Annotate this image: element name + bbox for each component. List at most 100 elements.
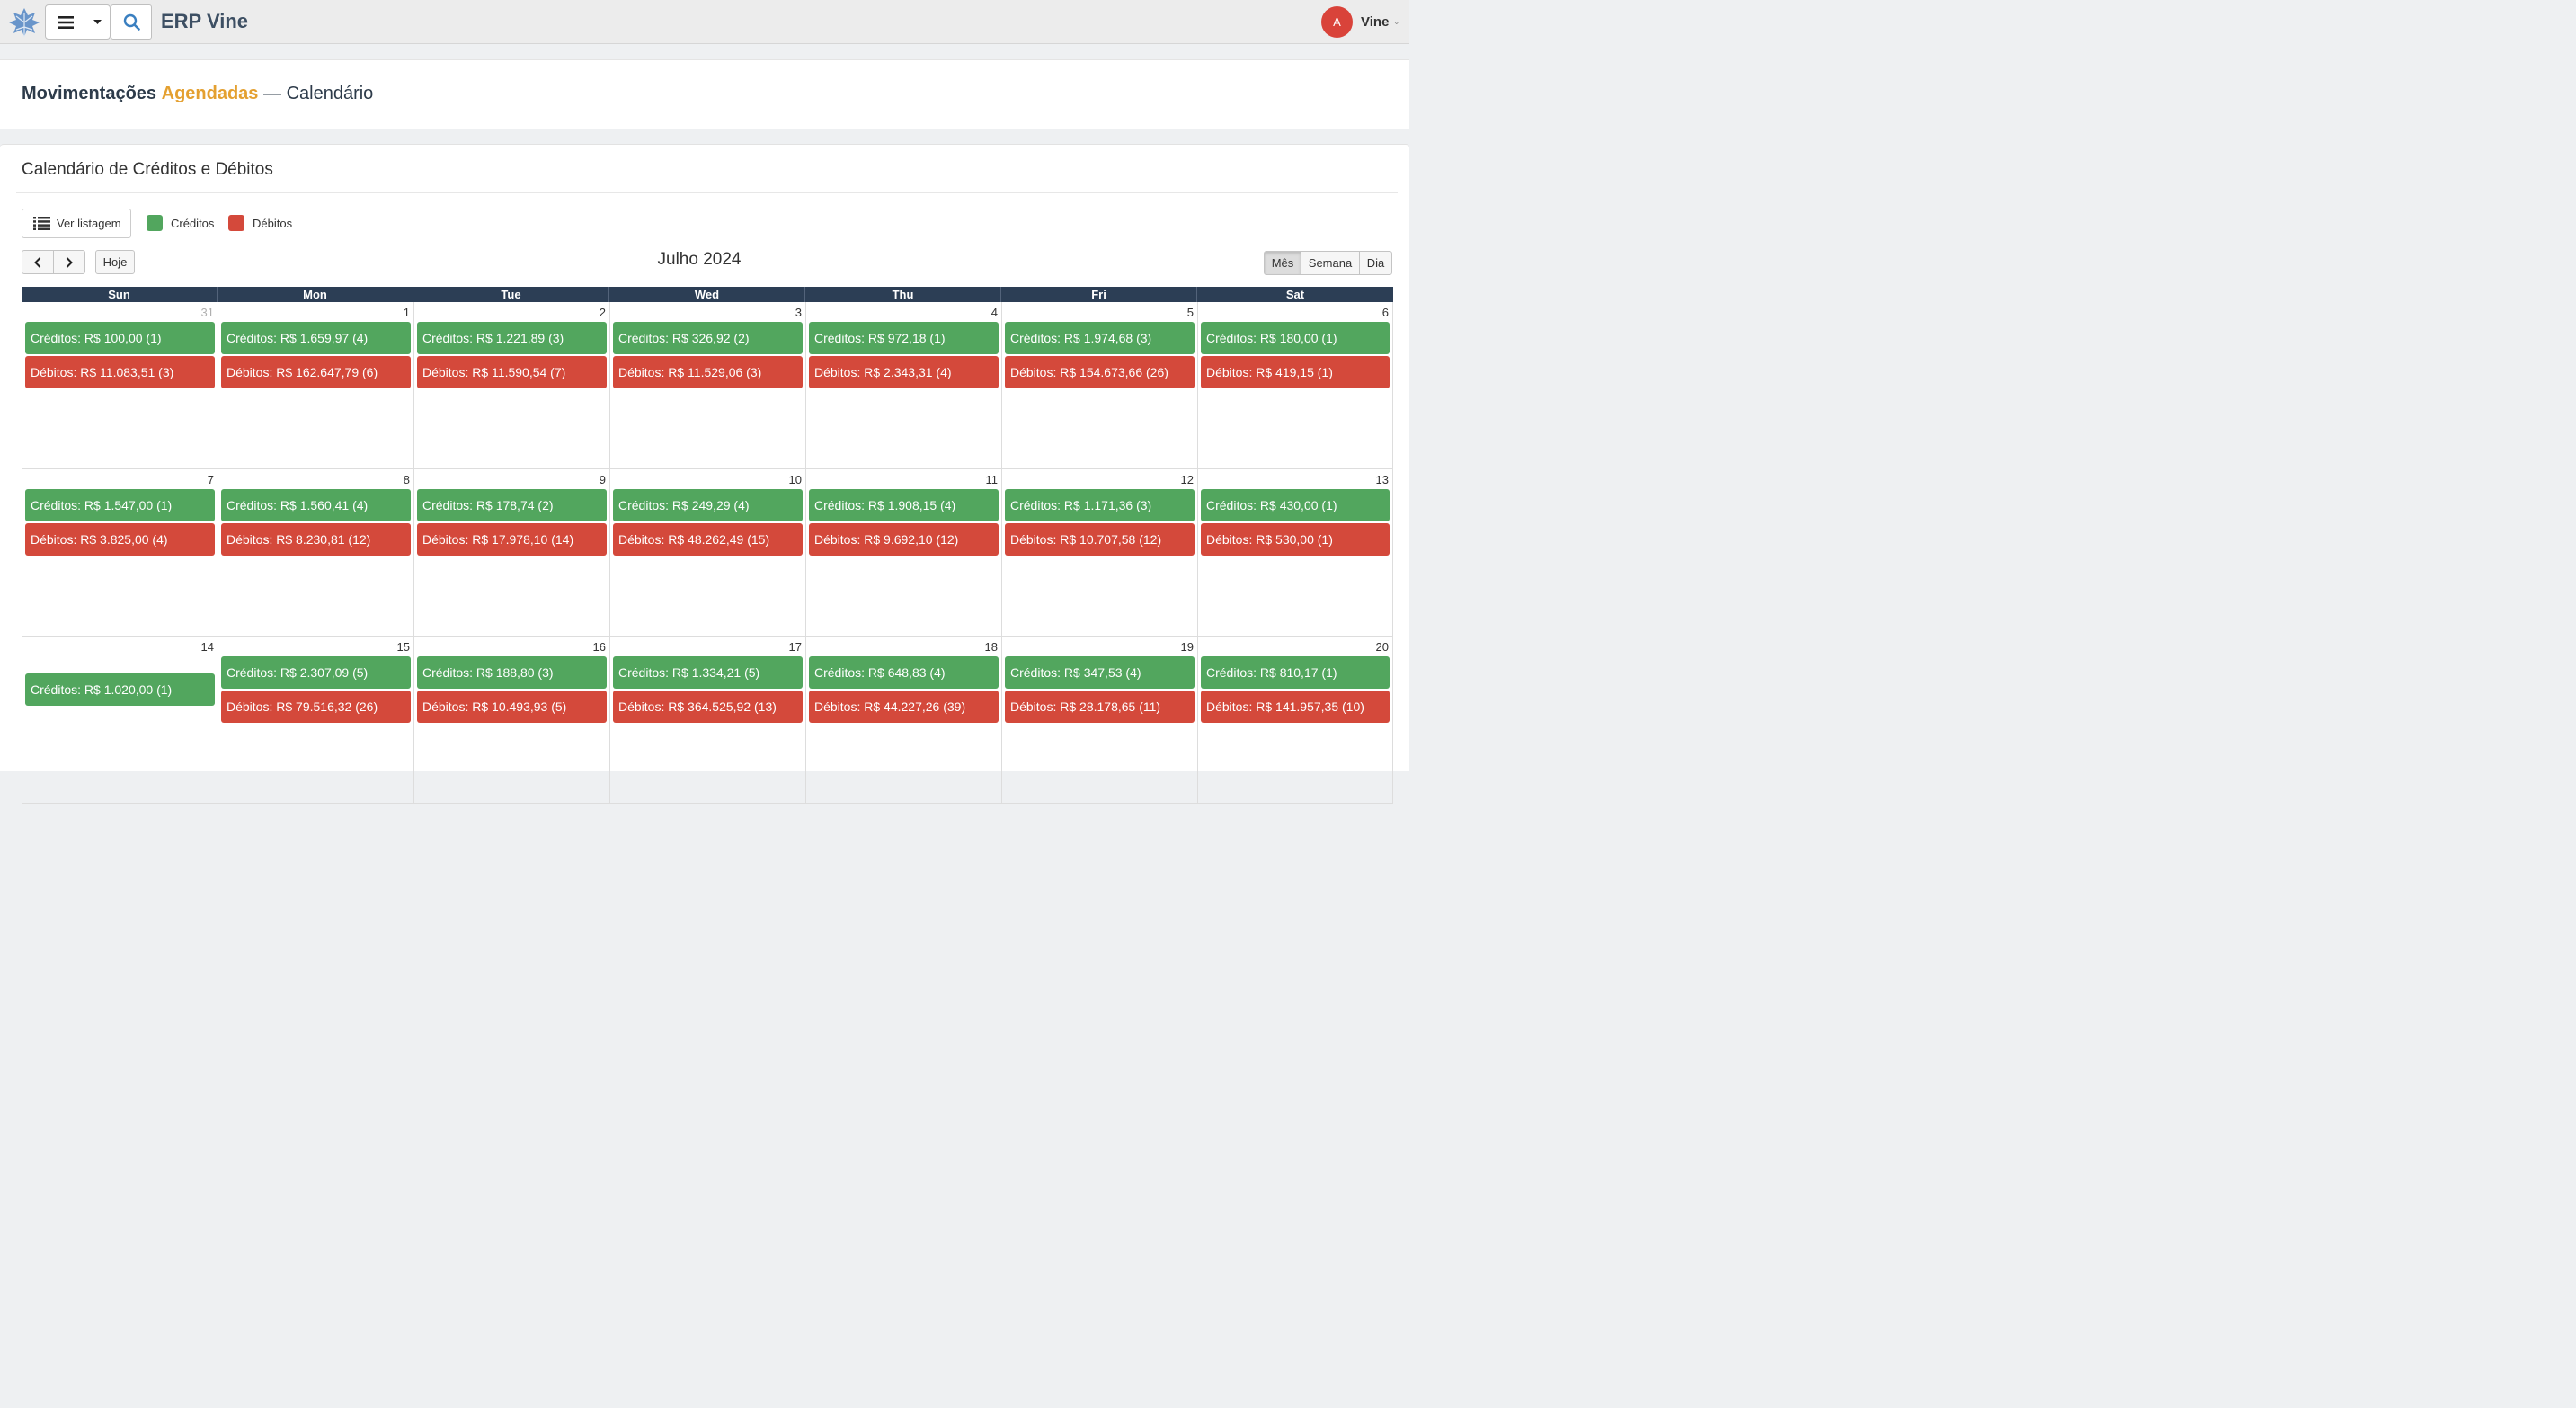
debit-event[interactable]: Débitos: R$ 8.230,81 (12) <box>221 523 411 556</box>
menu-button[interactable] <box>45 4 86 40</box>
view-list-button[interactable]: Ver listagem <box>22 209 131 238</box>
credit-event[interactable]: Créditos: R$ 1.171,36 (3) <box>1005 489 1195 521</box>
debit-event[interactable]: Débitos: R$ 48.262,49 (15) <box>613 523 803 556</box>
day-cell[interactable]: 9 Créditos: R$ 178,74 (2) Débitos: R$ 17.9… <box>413 469 609 636</box>
day-number[interactable]: 3 <box>795 306 802 319</box>
debit-event[interactable]: Débitos: R$ 141.957,35 (10) <box>1201 691 1390 723</box>
credit-event[interactable]: Créditos: R$ 249,29 (4) <box>613 489 803 521</box>
credit-event[interactable]: Créditos: R$ 1.560,41 (4) <box>221 489 411 521</box>
debit-event[interactable]: Débitos: R$ 11.529,06 (3) <box>613 356 803 388</box>
day-number[interactable]: 16 <box>592 640 606 654</box>
credit-event[interactable]: Créditos: R$ 1.908,15 (4) <box>809 489 999 521</box>
day-number[interactable]: 10 <box>788 473 802 486</box>
day-number[interactable]: 20 <box>1375 640 1389 654</box>
day-cell[interactable]: 2 Créditos: R$ 1.221,89 (3) Débitos: R$ 11… <box>413 302 609 468</box>
day-number[interactable]: 4 <box>990 306 998 319</box>
credit-event[interactable]: Créditos: R$ 2.307,09 (5) <box>221 656 411 689</box>
debit-event[interactable]: Débitos: R$ 419,15 (1) <box>1201 356 1390 388</box>
credit-event[interactable]: Créditos: R$ 1.020,00 (1) <box>25 673 215 706</box>
debit-event[interactable]: Débitos: R$ 530,00 (1) <box>1201 523 1390 556</box>
month-view-button[interactable]: Mês <box>1264 251 1301 275</box>
debit-event[interactable]: Débitos: R$ 11.590,54 (7) <box>417 356 607 388</box>
day-cell[interactable]: 1 Créditos: R$ 1.659,97 (4) Débitos: R$ 16… <box>218 302 413 468</box>
debit-event[interactable]: Débitos: R$ 11.083,51 (3) <box>25 356 215 388</box>
credit-event[interactable]: Créditos: R$ 1.659,97 (4) <box>221 322 411 354</box>
day-cell[interactable]: 17 Créditos: R$ 1.334,21 (5) Débitos: R$ 3… <box>609 637 805 803</box>
day-cell[interactable]: 13 Créditos: R$ 430,00 (1) Débitos: R$ 530… <box>1197 469 1393 636</box>
debit-event[interactable]: Débitos: R$ 17.978,10 (14) <box>417 523 607 556</box>
credit-event[interactable]: Créditos: R$ 1.334,21 (5) <box>613 656 803 689</box>
credit-event[interactable]: Créditos: R$ 178,74 (2) <box>417 489 607 521</box>
day-cell[interactable]: 14 Créditos: R$ 1.020,00 (1) <box>22 637 218 803</box>
day-number[interactable]: 11 <box>985 473 999 486</box>
prev-month-button[interactable] <box>22 250 54 274</box>
day-cell[interactable]: 16 Créditos: R$ 188,80 (3) Débitos: R$ 10.… <box>413 637 609 803</box>
day-cell[interactable]: 18 Créditos: R$ 648,83 (4) Débitos: R$ 44.… <box>805 637 1001 803</box>
day-cell[interactable]: 3 Créditos: R$ 326,92 (2) Débitos: R$ 11.5… <box>609 302 805 468</box>
day-number[interactable]: 15 <box>396 640 410 654</box>
debit-event[interactable]: Débitos: R$ 28.178,65 (11) <box>1005 691 1195 723</box>
debit-event[interactable]: Débitos: R$ 3.825,00 (4) <box>25 523 215 556</box>
day-number[interactable]: 7 <box>207 473 214 486</box>
credit-event[interactable]: Créditos: R$ 810,17 (1) <box>1201 656 1390 689</box>
menu-dropdown-button[interactable] <box>85 4 111 40</box>
debit-event[interactable]: Débitos: R$ 79.516,32 (26) <box>221 691 411 723</box>
app-name[interactable]: ERP Vine <box>161 10 249 32</box>
day-cell[interactable]: 7 Créditos: R$ 1.547,00 (1) Débitos: R$ 3.… <box>22 469 218 636</box>
credit-event[interactable]: Créditos: R$ 1.221,89 (3) <box>417 322 607 354</box>
vine-leaf-logo-icon[interactable] <box>7 5 41 40</box>
search-button[interactable] <box>111 4 152 40</box>
day-cell[interactable]: 12 Créditos: R$ 1.171,36 (3) Débitos: R$ 1… <box>1001 469 1197 636</box>
day-number[interactable]: 17 <box>788 640 802 654</box>
day-number[interactable]: 14 <box>200 640 214 654</box>
day-cell[interactable]: 20 Créditos: R$ 810,17 (1) Débitos: R$ 141… <box>1197 637 1393 803</box>
day-cell[interactable]: 11 Créditos: R$ 1.908,15 (4) Débitos: R$ 9… <box>805 469 1001 636</box>
day-number[interactable]: 18 <box>984 640 998 654</box>
day-cell[interactable]: 4 Créditos: R$ 972,18 (1) Débitos: R$ 2.34… <box>805 302 1001 468</box>
day-number[interactable]: 8 <box>403 473 410 486</box>
debit-event[interactable]: Débitos: R$ 9.692,10 (12) <box>809 523 999 556</box>
day-number[interactable]: 12 <box>1180 473 1194 486</box>
today-button[interactable]: Hoje <box>95 250 135 274</box>
debit-event[interactable]: Débitos: R$ 364.525,92 (13) <box>613 691 803 723</box>
credit-event[interactable]: Créditos: R$ 1.974,68 (3) <box>1005 322 1195 354</box>
debit-event[interactable]: Débitos: R$ 162.647,79 (6) <box>221 356 411 388</box>
day-number[interactable]: 9 <box>599 473 606 486</box>
day-number[interactable]: 1 <box>403 306 410 319</box>
user-name[interactable]: Vine <box>1361 14 1390 30</box>
day-number[interactable]: 13 <box>1375 473 1389 486</box>
day-view-button[interactable]: Dia <box>1359 251 1392 275</box>
legend-debits-swatch <box>228 215 244 231</box>
day-number[interactable]: 2 <box>599 306 606 319</box>
debit-event[interactable]: Débitos: R$ 10.493,93 (5) <box>417 691 607 723</box>
day-number[interactable]: 5 <box>1186 306 1194 319</box>
week-view-button[interactable]: Semana <box>1301 251 1360 275</box>
day-cell[interactable]: 10 Créditos: R$ 249,29 (4) Débitos: R$ 48.… <box>609 469 805 636</box>
credit-event[interactable]: Créditos: R$ 188,80 (3) <box>417 656 607 689</box>
debit-event[interactable]: Débitos: R$ 10.707,58 (12) <box>1005 523 1195 556</box>
day-number[interactable]: 31 <box>200 306 214 319</box>
weekday-header: Thu <box>805 287 1001 302</box>
credit-event[interactable]: Créditos: R$ 972,18 (1) <box>809 322 999 354</box>
day-cell[interactable]: 5 Créditos: R$ 1.974,68 (3) Débitos: R$ 15… <box>1001 302 1197 468</box>
debit-event[interactable]: Débitos: R$ 44.227,26 (39) <box>809 691 999 723</box>
day-number[interactable]: 19 <box>1180 640 1194 654</box>
credit-event[interactable]: Créditos: R$ 347,53 (4) <box>1005 656 1195 689</box>
debit-event[interactable]: Débitos: R$ 154.673,66 (26) <box>1005 356 1195 388</box>
day-cell[interactable]: 8 Créditos: R$ 1.560,41 (4) Débitos: R$ 8.… <box>218 469 413 636</box>
credit-event[interactable]: Créditos: R$ 1.547,00 (1) <box>25 489 215 521</box>
credit-event[interactable]: Créditos: R$ 100,00 (1) <box>25 322 215 354</box>
day-cell[interactable]: 19 Créditos: R$ 347,53 (4) Débitos: R$ 28.… <box>1001 637 1197 803</box>
user-menu-chevron-icon[interactable]: ⌄ <box>1393 17 1400 26</box>
day-cell[interactable]: 15 Créditos: R$ 2.307,09 (5) Débitos: R$ 7… <box>218 637 413 803</box>
day-cell[interactable]: 6 Créditos: R$ 180,00 (1) Débitos: R$ 419,… <box>1197 302 1393 468</box>
day-number[interactable]: 6 <box>1381 306 1389 319</box>
debit-event[interactable]: Débitos: R$ 2.343,31 (4) <box>809 356 999 388</box>
day-cell[interactable]: 31 Créditos: R$ 100,00 (1) Débitos: R$ 11.… <box>22 302 218 468</box>
user-avatar[interactable]: A <box>1321 6 1353 38</box>
credit-event[interactable]: Créditos: R$ 430,00 (1) <box>1201 489 1390 521</box>
next-month-button[interactable] <box>53 250 85 274</box>
credit-event[interactable]: Créditos: R$ 648,83 (4) <box>809 656 999 689</box>
credit-event[interactable]: Créditos: R$ 180,00 (1) <box>1201 322 1390 354</box>
credit-event[interactable]: Créditos: R$ 326,92 (2) <box>613 322 803 354</box>
